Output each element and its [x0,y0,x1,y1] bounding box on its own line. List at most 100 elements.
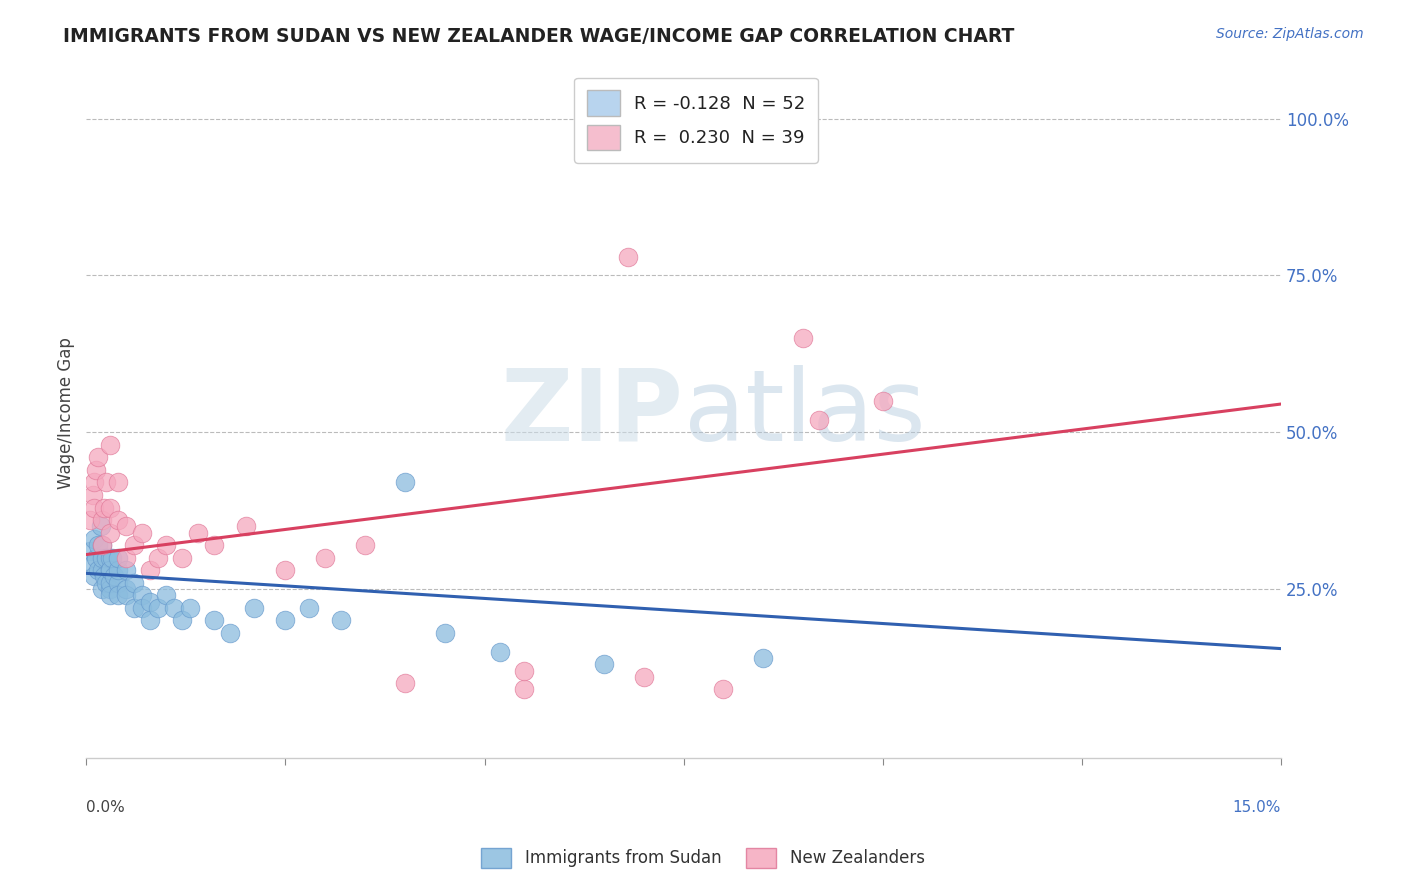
Point [91,563,114,577]
Point [98,438,121,452]
Point [115,588,138,602]
Point [98,563,121,577]
Point [90,519,112,533]
Point [218,626,240,640]
Point [513,682,536,697]
Point [83,500,105,515]
Point [139,594,162,608]
Point [98,563,121,577]
Point [98,588,121,602]
Point [96,550,118,565]
Point [513,664,536,678]
Point [713,682,735,697]
Point [91,538,114,552]
Point [82,488,104,502]
Point [593,657,616,672]
Point [163,600,186,615]
Point [96,475,118,490]
Point [274,563,297,577]
Point [83,475,105,490]
Point [202,613,225,627]
Point [107,475,129,490]
Text: Source: ZipAtlas.com: Source: ZipAtlas.com [1216,27,1364,41]
Point [131,600,153,615]
Point [314,550,336,565]
Point [872,393,894,408]
Point [98,550,121,565]
Point [107,513,129,527]
Point [115,582,138,596]
Point [489,645,512,659]
Point [187,525,209,540]
Text: ZIP: ZIP [501,365,683,462]
Point [633,670,655,684]
Point [617,250,640,264]
Legend: Immigrants from Sudan, New Zealanders: Immigrants from Sudan, New Zealanders [475,841,931,875]
Point [808,413,831,427]
Point [170,613,193,627]
Point [202,538,225,552]
Point [146,550,169,565]
Point [131,588,153,602]
Point [107,588,129,602]
Point [107,563,129,577]
Point [91,550,114,565]
Text: 0.0%: 0.0% [86,800,125,814]
Point [87,450,110,465]
Point [82,557,104,571]
Point [84,550,107,565]
Point [93,569,115,583]
Y-axis label: Wage/Income Gap: Wage/Income Gap [58,337,75,490]
Point [83,569,105,583]
Point [170,550,193,565]
Point [433,626,456,640]
Point [83,532,105,546]
Point [115,519,138,533]
Point [752,651,775,665]
Point [394,676,416,690]
Point [79,544,101,558]
Point [122,538,145,552]
Point [593,143,616,157]
Point [155,588,177,602]
Point [792,331,814,345]
Point [122,600,145,615]
Point [115,563,138,577]
Point [394,475,416,490]
Point [101,550,124,565]
Legend: R = -0.128  N = 52, R =  0.230  N = 39: R = -0.128 N = 52, R = 0.230 N = 39 [575,78,818,163]
Point [98,525,121,540]
Point [235,519,257,533]
Point [115,550,138,565]
Point [91,513,114,527]
Point [107,550,129,565]
Point [179,600,201,615]
Point [103,569,125,583]
Point [98,500,121,515]
Text: 15.0%: 15.0% [1233,800,1281,814]
Point [93,500,115,515]
Point [91,582,114,596]
Text: IMMIGRANTS FROM SUDAN VS NEW ZEALANDER WAGE/INCOME GAP CORRELATION CHART: IMMIGRANTS FROM SUDAN VS NEW ZEALANDER W… [63,27,1015,45]
Point [139,613,162,627]
Point [91,538,114,552]
Point [98,575,121,590]
Point [87,563,110,577]
Point [146,600,169,615]
Point [274,613,297,627]
Point [107,575,129,590]
Point [354,538,377,552]
Point [242,600,264,615]
Point [84,463,107,477]
Point [87,538,110,552]
Point [122,575,145,590]
Point [139,563,162,577]
Text: atlas: atlas [683,365,925,462]
Point [79,513,101,527]
Point [155,538,177,552]
Point [98,582,121,596]
Point [131,525,153,540]
Point [298,600,321,615]
Point [330,613,353,627]
Point [96,575,118,590]
